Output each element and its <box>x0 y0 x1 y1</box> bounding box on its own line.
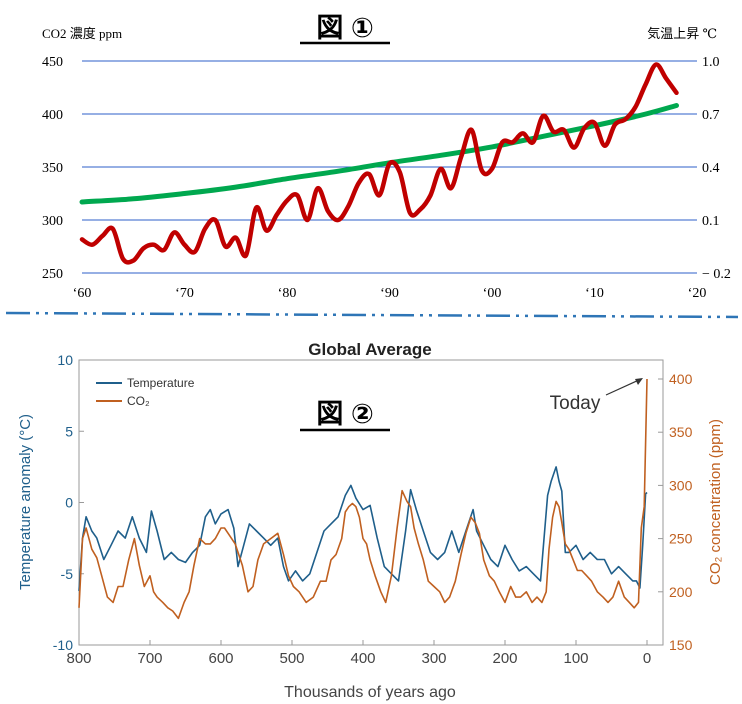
chart2-right-tick-label: 400 <box>669 371 693 387</box>
chart2-legend: Temperature CO₂ <box>96 376 195 408</box>
chart1-x-tick-label: ‘80 <box>278 286 297 301</box>
chart2-today-annotation: Today <box>550 393 601 414</box>
chart1-left-tick-label: 400 <box>42 108 63 123</box>
chart2-x-axis-label: Thousands of years ago <box>284 684 456 701</box>
chart2-temperature-line <box>78 466 648 591</box>
chart2-x-tick-label: 500 <box>279 650 304 667</box>
chart-co2-temperature-1960-2020: 450 400 350 300 250 1.0 0.7 0.4 0.1 − 0.2 ‘60 ‘70… <box>42 13 731 301</box>
chart2-today-arrowhead <box>635 378 643 385</box>
chart1-figure-label: 図 ① <box>316 13 373 43</box>
chart1-temperature-line <box>79 62 679 265</box>
chart1-x-tick-label: ‘90 <box>380 286 399 301</box>
chart2-right-tick-label: 200 <box>669 584 693 600</box>
chart1-x-tick-label: ‘60 <box>73 286 92 301</box>
chart1-x-tick-labels: ‘60 ‘70 ‘80 ‘90 ‘00 ‘10 ‘20 <box>73 286 707 301</box>
chart1-series <box>79 62 679 265</box>
chart2-left-axis-label: Temperature anomaly (°C) <box>17 414 34 590</box>
chart2-left-tick-label: 5 <box>65 423 73 439</box>
chart2-x-tick-label: 700 <box>137 650 162 667</box>
chart1-left-axis-label: CO2 濃度 ppm <box>42 26 122 41</box>
chart2-x-tick-label: 600 <box>208 650 233 667</box>
chart2-x-tick-label: 400 <box>350 650 375 667</box>
chart2-right-tick-label: 150 <box>669 637 693 653</box>
chart1-left-tick-label: 250 <box>42 267 63 282</box>
figure-divider <box>5 311 739 319</box>
chart1-left-tick-label: 450 <box>42 55 63 70</box>
chart2-today-arrow <box>605 378 642 396</box>
chart2-left-tick-label: -10 <box>53 637 73 653</box>
chart1-x-tick-label: ‘10 <box>585 286 604 301</box>
chart2-right-tick-label: 350 <box>669 424 693 440</box>
chart1-right-tick-label: 1.0 <box>702 55 720 70</box>
chart2-x-tick-labels: 800 700 600 500 400 300 200 100 0 <box>66 640 651 667</box>
chart2-x-tick-label: 0 <box>643 650 651 667</box>
chart2-x-tick-label: 800 <box>66 650 91 667</box>
chart1-x-tick-label: ‘00 <box>483 286 502 301</box>
legend-label-temperature: Temperature <box>127 376 195 390</box>
chart2-co2-line <box>78 378 648 620</box>
chart2-right-tick-label: 300 <box>669 477 693 493</box>
chart1-right-axis-label: 気温上昇 ℃ <box>647 26 717 41</box>
chart2-left-tick-label: 10 <box>57 352 73 368</box>
chart1-right-tick-labels: 1.0 0.7 0.4 0.1 − 0.2 <box>702 55 731 282</box>
chart2-right-tick-labels: 400 350 300 250 200 150 <box>658 371 693 653</box>
chart2-left-tick-labels: 10 5 0 -5 -10 <box>53 352 84 653</box>
chart-global-average-800k: 10 5 0 -5 -10 400 350 300 250 200 150 800 700 600 50… <box>17 340 724 701</box>
chart2-series <box>78 378 648 620</box>
chart2-right-tick-label: 250 <box>669 531 693 547</box>
chart1-right-tick-label: 0.4 <box>702 161 720 176</box>
chart2-figure-label: 図 ② <box>316 399 373 429</box>
chart1-right-tick-label: − 0.2 <box>702 267 731 282</box>
chart2-left-tick-label: -5 <box>61 566 74 582</box>
legend-label-co2: CO₂ <box>127 394 150 408</box>
chart2-x-tick-label: 100 <box>563 650 588 667</box>
chart2-x-tick-label: 300 <box>421 650 446 667</box>
chart1-x-tick-label: ‘70 <box>175 286 194 301</box>
chart1-co2-trend-line <box>79 103 679 205</box>
chart1-left-tick-label: 350 <box>42 161 63 176</box>
chart1-left-tick-label: 300 <box>42 214 63 229</box>
chart1-x-tick-label: ‘20 <box>688 286 707 301</box>
chart2-left-tick-label: 0 <box>65 495 73 511</box>
chart1-right-tick-label: 0.1 <box>702 214 720 229</box>
chart2-title: Global Average <box>308 340 431 359</box>
chart1-left-tick-labels: 450 400 350 300 250 <box>42 55 63 282</box>
chart2-x-tick-label: 200 <box>492 650 517 667</box>
chart2-right-axis-label: CO₂ concentration (ppm) <box>707 419 724 585</box>
chart1-right-tick-label: 0.7 <box>702 108 720 123</box>
